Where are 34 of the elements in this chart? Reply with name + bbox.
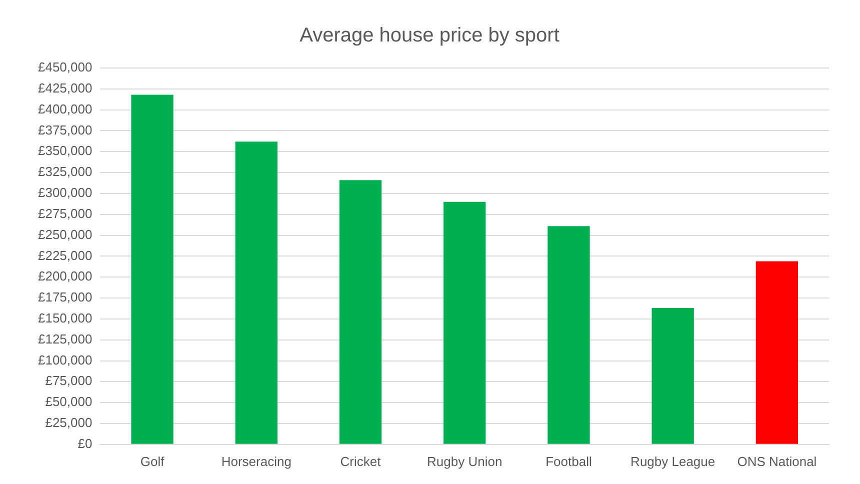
bar	[444, 202, 486, 444]
y-tick-label: £325,000	[38, 164, 92, 180]
x-tick-label: Football	[546, 454, 592, 469]
x-tick-label: Horseracing	[221, 454, 292, 469]
x-tick-label: Cricket	[340, 454, 382, 469]
y-tick-label: £375,000	[38, 122, 92, 138]
y-tick-label: £50,000	[45, 394, 92, 410]
y-tick-label: £425,000	[38, 80, 92, 96]
y-tick-label: £225,000	[38, 248, 92, 263]
x-tick-label: ONS National	[737, 454, 817, 469]
y-tick-label: £150,000	[38, 310, 92, 326]
x-tick-label: Golf	[140, 454, 165, 469]
bar	[235, 142, 278, 444]
bar	[652, 308, 694, 444]
y-tick-label: £175,000	[38, 290, 92, 305]
bar	[548, 226, 590, 444]
x-tick-label: Rugby League	[630, 454, 716, 469]
bar	[131, 94, 174, 444]
y-tick-label: £250,000	[38, 226, 92, 242]
y-tick-label: £350,000	[38, 143, 92, 158]
y-tick-label: £125,000	[38, 331, 92, 346]
y-tick-label: £25,000	[45, 415, 92, 430]
bar	[339, 180, 382, 444]
y-tick-label: £200,000	[38, 268, 92, 284]
y-tick-label: £400,000	[38, 101, 92, 116]
y-tick-label: £300,000	[38, 185, 92, 200]
y-tick-label: £0	[78, 436, 92, 451]
y-tick-label: £450,000	[38, 60, 92, 75]
x-tick-label: Rugby Union	[427, 454, 502, 469]
bar	[756, 261, 798, 444]
y-tick-label: £275,000	[38, 206, 92, 221]
y-tick-label: £100,000	[38, 352, 92, 368]
y-tick-label: £75,000	[45, 373, 92, 388]
chart-title: Average house price by sport	[300, 24, 560, 47]
